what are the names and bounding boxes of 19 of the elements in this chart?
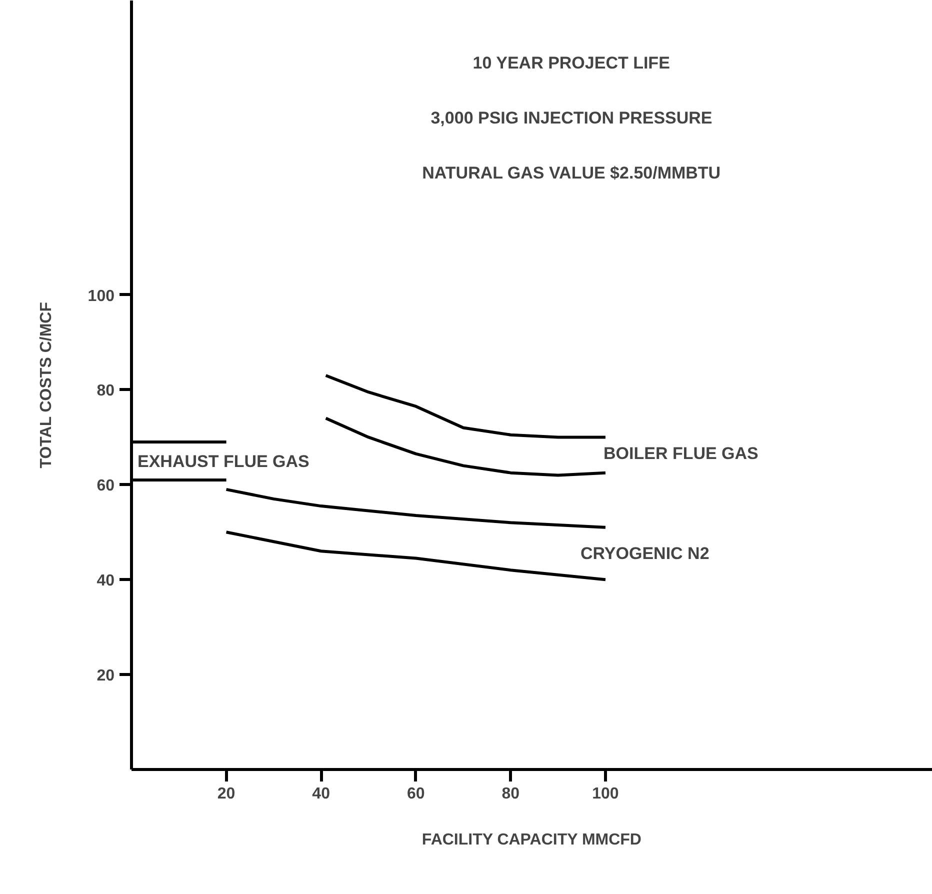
x-tick-label: 80 xyxy=(502,786,520,802)
annotation: EXHAUST FLUE GAS xyxy=(138,452,310,471)
y-axis-title: TOTAL COSTS C/MCF xyxy=(38,302,55,468)
y-tick-label: 20 xyxy=(96,668,115,685)
y-tick-label: 40 xyxy=(96,572,115,590)
y-tick-label: 100 xyxy=(88,288,115,305)
y-tick-label: 60 xyxy=(96,478,115,495)
x-tick-label: 60 xyxy=(406,786,425,802)
annotation: BOILER FLUE GAS xyxy=(604,444,758,463)
text: 10 YEAR PROJECT LIFE xyxy=(472,54,670,72)
x-tick-label: 20 xyxy=(217,786,236,802)
y-tick-label: 80 xyxy=(96,382,115,400)
x-axis-title: FACILITY CAPACITY MMCFD xyxy=(422,832,642,848)
x-tick-label: 40 xyxy=(312,786,330,802)
line-series xyxy=(324,374,607,439)
x-tick-label: 100 xyxy=(592,786,619,802)
line-series xyxy=(224,488,607,529)
annotation: CRYOGENIC N2 xyxy=(580,544,710,563)
text: 3,000 PSIG INJECTION PRESSURE NATURAL GAS VALUE $2.50/MMBTU xyxy=(422,108,721,182)
